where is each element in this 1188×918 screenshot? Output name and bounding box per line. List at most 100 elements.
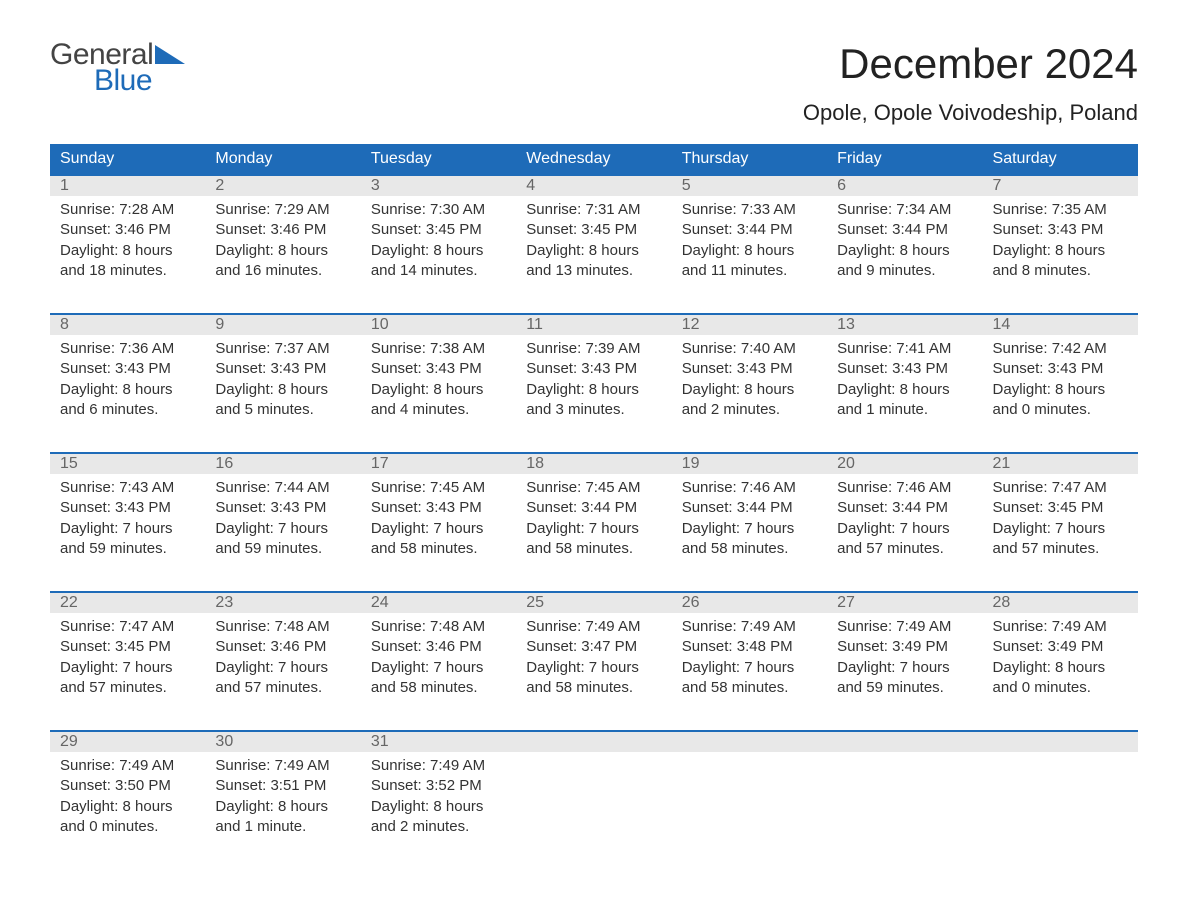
day-number <box>672 732 827 752</box>
daynum-row: 1234567 <box>50 176 1138 196</box>
daylight-text: Daylight: 8 hours <box>371 380 506 400</box>
daylight-text: Daylight: 8 hours <box>60 797 195 817</box>
page-title: December 2024 <box>839 40 1138 88</box>
daylight-text: and 13 minutes. <box>526 261 661 281</box>
day-cell: Sunrise: 7:49 AMSunset: 3:51 PMDaylight:… <box>205 752 360 841</box>
sunrise-text: Sunrise: 7:33 AM <box>682 200 817 220</box>
day-number: 3 <box>361 176 516 196</box>
day-number: 17 <box>361 454 516 474</box>
sunset-text: Sunset: 3:46 PM <box>60 220 195 240</box>
week-row: 1234567Sunrise: 7:28 AMSunset: 3:46 PMDa… <box>50 174 1138 285</box>
daylight-text: and 5 minutes. <box>215 400 350 420</box>
daylight-text: Daylight: 8 hours <box>60 380 195 400</box>
daylight-text: Daylight: 7 hours <box>60 519 195 539</box>
dow-cell: Monday <box>205 144 360 174</box>
sunset-text: Sunset: 3:43 PM <box>526 359 661 379</box>
sunset-text: Sunset: 3:44 PM <box>837 220 972 240</box>
day-cell: Sunrise: 7:44 AMSunset: 3:43 PMDaylight:… <box>205 474 360 563</box>
sunrise-text: Sunrise: 7:49 AM <box>215 756 350 776</box>
sunset-text: Sunset: 3:52 PM <box>371 776 506 796</box>
logo-word-blue: Blue <box>94 66 187 96</box>
dow-cell: Friday <box>827 144 982 174</box>
sunset-text: Sunset: 3:43 PM <box>993 359 1128 379</box>
day-number <box>516 732 671 752</box>
sunrise-text: Sunrise: 7:49 AM <box>682 617 817 637</box>
logo: General Blue <box>50 40 187 96</box>
daylight-text: Daylight: 7 hours <box>60 658 195 678</box>
daylight-text: and 58 minutes. <box>371 678 506 698</box>
dow-cell: Thursday <box>672 144 827 174</box>
sunset-text: Sunset: 3:44 PM <box>682 498 817 518</box>
sunrise-text: Sunrise: 7:36 AM <box>60 339 195 359</box>
day-cell: Sunrise: 7:43 AMSunset: 3:43 PMDaylight:… <box>50 474 205 563</box>
sunrise-text: Sunrise: 7:42 AM <box>993 339 1128 359</box>
day-cell: Sunrise: 7:49 AMSunset: 3:49 PMDaylight:… <box>827 613 982 702</box>
day-number: 18 <box>516 454 671 474</box>
daylight-text: Daylight: 7 hours <box>215 519 350 539</box>
sunset-text: Sunset: 3:43 PM <box>837 359 972 379</box>
day-body-row: Sunrise: 7:49 AMSunset: 3:50 PMDaylight:… <box>50 752 1138 841</box>
daylight-text: and 59 minutes. <box>60 539 195 559</box>
sunset-text: Sunset: 3:44 PM <box>682 220 817 240</box>
header: General Blue December 2024 <box>50 40 1138 96</box>
daylight-text: Daylight: 8 hours <box>371 241 506 261</box>
day-cell: Sunrise: 7:29 AMSunset: 3:46 PMDaylight:… <box>205 196 360 285</box>
sunrise-text: Sunrise: 7:45 AM <box>526 478 661 498</box>
sunrise-text: Sunrise: 7:29 AM <box>215 200 350 220</box>
day-cell: Sunrise: 7:46 AMSunset: 3:44 PMDaylight:… <box>827 474 982 563</box>
sunset-text: Sunset: 3:43 PM <box>60 498 195 518</box>
daylight-text: Daylight: 7 hours <box>526 519 661 539</box>
sunrise-text: Sunrise: 7:31 AM <box>526 200 661 220</box>
day-number: 13 <box>827 315 982 335</box>
day-number: 8 <box>50 315 205 335</box>
day-number: 14 <box>983 315 1138 335</box>
dow-cell: Saturday <box>983 144 1138 174</box>
daylight-text: and 58 minutes. <box>526 539 661 559</box>
sunrise-text: Sunrise: 7:35 AM <box>993 200 1128 220</box>
sunrise-text: Sunrise: 7:40 AM <box>682 339 817 359</box>
daylight-text: Daylight: 7 hours <box>215 658 350 678</box>
daylight-text: and 1 minute. <box>837 400 972 420</box>
daylight-text: Daylight: 8 hours <box>682 241 817 261</box>
day-number: 12 <box>672 315 827 335</box>
daylight-text: Daylight: 7 hours <box>682 519 817 539</box>
sunrise-text: Sunrise: 7:38 AM <box>371 339 506 359</box>
sunset-text: Sunset: 3:47 PM <box>526 637 661 657</box>
daynum-row: 22232425262728 <box>50 593 1138 613</box>
sunrise-text: Sunrise: 7:43 AM <box>60 478 195 498</box>
day-cell: Sunrise: 7:28 AMSunset: 3:46 PMDaylight:… <box>50 196 205 285</box>
daylight-text: Daylight: 7 hours <box>682 658 817 678</box>
day-cell: Sunrise: 7:38 AMSunset: 3:43 PMDaylight:… <box>361 335 516 424</box>
daylight-text: Daylight: 8 hours <box>215 797 350 817</box>
day-cell <box>516 752 671 841</box>
day-number: 24 <box>361 593 516 613</box>
day-cell: Sunrise: 7:49 AMSunset: 3:49 PMDaylight:… <box>983 613 1138 702</box>
daylight-text: and 6 minutes. <box>60 400 195 420</box>
sunset-text: Sunset: 3:43 PM <box>60 359 195 379</box>
sunset-text: Sunset: 3:49 PM <box>837 637 972 657</box>
sunrise-text: Sunrise: 7:49 AM <box>371 756 506 776</box>
week-row: 22232425262728Sunrise: 7:47 AMSunset: 3:… <box>50 591 1138 702</box>
day-number: 16 <box>205 454 360 474</box>
sunrise-text: Sunrise: 7:45 AM <box>371 478 506 498</box>
daylight-text: Daylight: 7 hours <box>837 658 972 678</box>
sunrise-text: Sunrise: 7:30 AM <box>371 200 506 220</box>
daylight-text: Daylight: 7 hours <box>371 519 506 539</box>
daylight-text: and 0 minutes. <box>993 400 1128 420</box>
day-of-week-header: SundayMondayTuesdayWednesdayThursdayFrid… <box>50 144 1138 174</box>
dow-cell: Tuesday <box>361 144 516 174</box>
day-cell: Sunrise: 7:33 AMSunset: 3:44 PMDaylight:… <box>672 196 827 285</box>
daylight-text: Daylight: 7 hours <box>371 658 506 678</box>
daynum-row: 15161718192021 <box>50 454 1138 474</box>
day-number: 29 <box>50 732 205 752</box>
daylight-text: and 58 minutes. <box>682 539 817 559</box>
daylight-text: and 58 minutes. <box>682 678 817 698</box>
daylight-text: Daylight: 8 hours <box>526 380 661 400</box>
sunrise-text: Sunrise: 7:37 AM <box>215 339 350 359</box>
sunset-text: Sunset: 3:43 PM <box>682 359 817 379</box>
day-number: 23 <box>205 593 360 613</box>
daylight-text: Daylight: 8 hours <box>371 797 506 817</box>
day-number: 31 <box>361 732 516 752</box>
daylight-text: Daylight: 7 hours <box>993 519 1128 539</box>
day-body-row: Sunrise: 7:36 AMSunset: 3:43 PMDaylight:… <box>50 335 1138 424</box>
